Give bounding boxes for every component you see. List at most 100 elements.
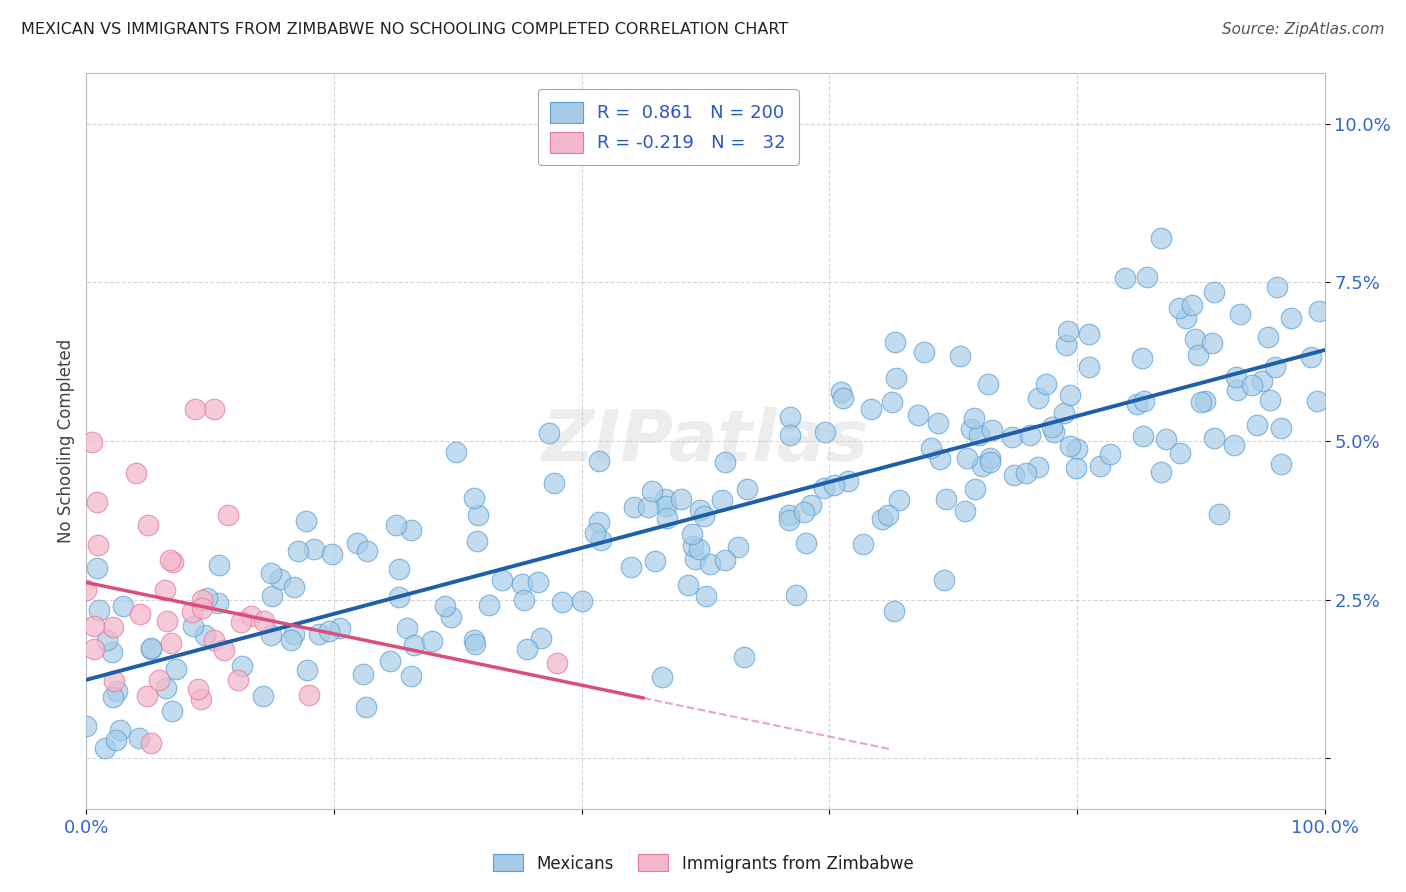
Point xyxy=(1204,285,1226,299)
Point xyxy=(96,632,118,647)
Point xyxy=(464,636,486,650)
Point xyxy=(420,634,443,648)
Point xyxy=(187,682,209,697)
Point xyxy=(1066,461,1088,475)
Point xyxy=(321,547,343,561)
Point xyxy=(402,638,425,652)
Point xyxy=(1194,393,1216,408)
Point xyxy=(160,636,183,650)
Point xyxy=(779,427,801,442)
Point xyxy=(800,498,823,512)
Point xyxy=(733,649,755,664)
Point xyxy=(796,536,818,550)
Text: Source: ZipAtlas.com: Source: ZipAtlas.com xyxy=(1222,22,1385,37)
Point xyxy=(1054,338,1077,352)
Point xyxy=(963,482,986,496)
Point xyxy=(935,491,957,506)
Point xyxy=(779,410,801,425)
Point xyxy=(693,508,716,523)
Point xyxy=(191,592,214,607)
Point xyxy=(793,505,815,519)
Point xyxy=(231,658,253,673)
Point xyxy=(1225,370,1247,384)
Point xyxy=(1150,231,1173,245)
Point xyxy=(870,512,893,526)
Point xyxy=(101,620,124,634)
Point xyxy=(100,645,122,659)
Point xyxy=(695,589,717,603)
Point xyxy=(830,384,852,399)
Point xyxy=(1035,376,1057,391)
Point xyxy=(87,537,110,551)
Point xyxy=(727,540,749,554)
Point xyxy=(1040,420,1063,434)
Point xyxy=(1168,445,1191,459)
Point xyxy=(972,458,994,473)
Point xyxy=(231,615,253,629)
Point xyxy=(637,500,659,514)
Point xyxy=(399,523,422,537)
Point xyxy=(112,599,135,613)
Point xyxy=(101,690,124,705)
Point xyxy=(1181,298,1204,312)
Point xyxy=(979,454,1001,468)
Point xyxy=(1264,360,1286,375)
Point xyxy=(202,402,225,417)
Point xyxy=(194,628,217,642)
Point xyxy=(516,642,538,657)
Point xyxy=(181,605,204,619)
Point xyxy=(884,371,907,385)
Point xyxy=(83,641,105,656)
Point xyxy=(977,376,1000,391)
Point xyxy=(184,402,207,417)
Point xyxy=(979,450,1001,465)
Point xyxy=(125,466,148,480)
Point xyxy=(1270,457,1292,471)
Point xyxy=(207,596,229,610)
Point xyxy=(1098,447,1121,461)
Point xyxy=(141,736,163,750)
Point xyxy=(1126,397,1149,411)
Point xyxy=(1053,406,1076,420)
Point xyxy=(1130,351,1153,365)
Point xyxy=(530,631,553,645)
Point xyxy=(1306,393,1329,408)
Point xyxy=(298,688,321,702)
Point xyxy=(1229,308,1251,322)
Point xyxy=(620,560,643,574)
Point xyxy=(1088,458,1111,473)
Point xyxy=(583,525,606,540)
Point xyxy=(699,558,721,572)
Point xyxy=(1187,348,1209,362)
Point xyxy=(907,408,929,422)
Legend: Mexicans, Immigrants from Zimbabwe: Mexicans, Immigrants from Zimbabwe xyxy=(486,847,920,880)
Text: MEXICAN VS IMMIGRANTS FROM ZIMBABWE NO SCHOOLING COMPLETED CORRELATION CHART: MEXICAN VS IMMIGRANTS FROM ZIMBABWE NO S… xyxy=(21,22,789,37)
Point xyxy=(1057,325,1080,339)
Point xyxy=(1308,304,1330,318)
Point xyxy=(105,683,128,698)
Point xyxy=(932,573,955,587)
Point xyxy=(778,512,800,526)
Point xyxy=(571,594,593,608)
Point xyxy=(927,416,949,430)
Point xyxy=(1136,269,1159,284)
Point xyxy=(1059,439,1081,453)
Point xyxy=(588,453,610,467)
Point xyxy=(302,542,325,557)
Point xyxy=(963,411,986,425)
Point xyxy=(104,733,127,747)
Point xyxy=(589,533,612,547)
Point xyxy=(395,621,418,635)
Y-axis label: No Schooling Completed: No Schooling Completed xyxy=(58,339,75,543)
Point xyxy=(928,451,950,466)
Point xyxy=(1001,429,1024,443)
Point xyxy=(1301,350,1323,364)
Point xyxy=(388,562,411,576)
Point xyxy=(689,503,711,517)
Point xyxy=(384,517,406,532)
Point xyxy=(513,593,536,607)
Point xyxy=(329,621,352,635)
Point xyxy=(83,618,105,632)
Point xyxy=(190,600,212,615)
Point xyxy=(135,690,157,704)
